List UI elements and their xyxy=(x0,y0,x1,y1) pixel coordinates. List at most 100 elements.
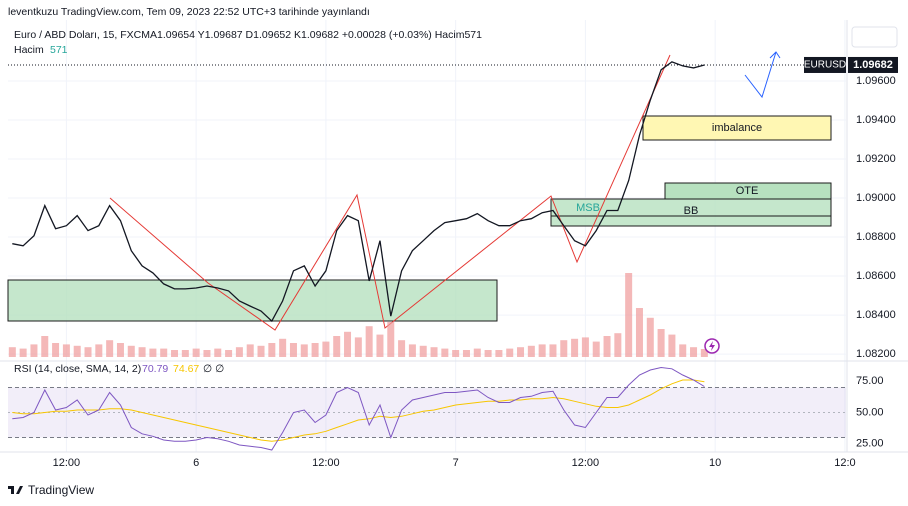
y-tick-label: 1.09000 xyxy=(856,192,896,204)
y-tick-label: 1.09200 xyxy=(856,153,896,165)
volume-bar xyxy=(430,347,438,357)
volume-bar xyxy=(257,345,265,357)
volume-bar xyxy=(73,345,81,357)
volume-bar xyxy=(19,348,27,357)
volume-bar xyxy=(495,350,503,357)
volume-bar xyxy=(549,344,557,357)
volume-bar xyxy=(300,344,308,357)
volume-bar xyxy=(527,345,535,357)
volume-bar xyxy=(333,336,341,357)
symbol-tag xyxy=(804,56,846,73)
volume-bar xyxy=(581,337,589,357)
x-tick-label: 12:00 xyxy=(572,457,600,469)
volume-bar xyxy=(560,340,568,357)
y-tick-label: 1.08600 xyxy=(856,270,896,282)
volume-bar xyxy=(30,344,38,357)
symbol-tag-text: EURUSD xyxy=(804,60,846,71)
volume-bar xyxy=(387,322,395,357)
y-tick-label: 1.08400 xyxy=(856,309,896,321)
volume-bar xyxy=(592,341,600,357)
y-tick-label: 1.09400 xyxy=(856,114,896,126)
rsi-nulls: ∅ ∅ xyxy=(203,363,224,375)
volume-bar xyxy=(462,350,470,357)
volume-bar xyxy=(203,350,211,357)
volume-bar xyxy=(603,336,611,357)
volume-bar xyxy=(214,348,222,357)
volume-bar xyxy=(571,338,579,357)
volume-bar xyxy=(690,347,698,357)
volume-bar xyxy=(419,345,427,357)
price-line xyxy=(12,61,705,323)
projection-arrow xyxy=(744,51,781,99)
volume-bar xyxy=(171,350,179,357)
volume-bar xyxy=(398,340,406,357)
alert-icon-bolt xyxy=(709,341,715,351)
rsi-value: 70.79 xyxy=(142,363,168,375)
volume-bar xyxy=(441,348,449,357)
volume-bar xyxy=(700,349,708,357)
x-tick-label: 10 xyxy=(709,457,721,469)
volume-bar xyxy=(376,334,384,357)
annotation: OTE xyxy=(736,185,759,197)
volume-bar xyxy=(517,347,525,357)
volume-bar xyxy=(116,343,124,357)
y-tick-label: 1.08800 xyxy=(856,231,896,243)
volume-bar xyxy=(246,344,254,357)
x-tick-label: 7 xyxy=(453,457,459,469)
y-tick-label: 1.09600 xyxy=(856,75,896,87)
volume-bar xyxy=(138,347,146,357)
volume-bar xyxy=(646,317,654,357)
x-tick-label: 12:00 xyxy=(312,457,340,469)
volume-bar xyxy=(41,336,49,357)
rsi-line xyxy=(12,366,705,451)
volume-bar xyxy=(235,347,243,357)
sma-value: 74.67 xyxy=(173,363,199,375)
volume-bar xyxy=(289,343,297,357)
volume-bar xyxy=(181,350,189,357)
y-tick-label: 50.00 xyxy=(856,406,884,418)
volume-bar xyxy=(668,334,676,357)
volume-bar xyxy=(408,344,416,357)
volume-bar xyxy=(160,348,168,357)
volume-bar xyxy=(625,273,633,357)
annotation: MSB xyxy=(576,202,600,214)
volume-bar xyxy=(365,326,373,357)
y-tick-label: 75.00 xyxy=(856,375,884,387)
volume-bar xyxy=(635,308,643,357)
ohlc: A1.09654 Y1.09687 D1.09652 K1.09682 +0.0… xyxy=(150,29,482,41)
price-tag xyxy=(848,56,898,73)
volume-bar xyxy=(268,343,276,357)
bb-box-lower xyxy=(550,215,832,227)
volume-bar xyxy=(225,350,233,357)
volume-bar xyxy=(344,331,352,357)
volume-bar xyxy=(452,350,460,357)
volume-bar xyxy=(279,338,287,357)
volume-bar xyxy=(473,348,481,357)
volume-bar xyxy=(62,344,70,357)
volume-bar xyxy=(614,333,622,357)
logo-text: TradingView xyxy=(28,483,94,497)
volume-bar xyxy=(538,344,546,357)
volume-bar xyxy=(484,350,492,357)
annotation: BB xyxy=(684,205,699,217)
volume-bar xyxy=(84,347,92,357)
imbalance-box xyxy=(642,115,832,141)
zone-box xyxy=(7,279,498,322)
zigzag xyxy=(109,54,671,331)
settings-button[interactable] xyxy=(851,26,898,48)
volume-value: 571 xyxy=(50,44,68,56)
volume-bar xyxy=(311,343,319,357)
volume-bar xyxy=(106,340,114,357)
volume-name: Hacim xyxy=(14,44,44,56)
volume-bar xyxy=(192,348,200,357)
rsi-band xyxy=(8,387,846,438)
x-tick-label: 12:0 xyxy=(834,457,855,469)
volume-bar xyxy=(8,347,16,357)
volume-bar xyxy=(95,344,103,357)
symbol: Euro / ABD Doları, 15, FXCM xyxy=(14,29,150,41)
volume-bar xyxy=(149,348,157,357)
volume-bar xyxy=(354,337,362,357)
x-tick-label: 12:00 xyxy=(53,457,81,469)
y-tick-label: 25.00 xyxy=(856,438,884,450)
